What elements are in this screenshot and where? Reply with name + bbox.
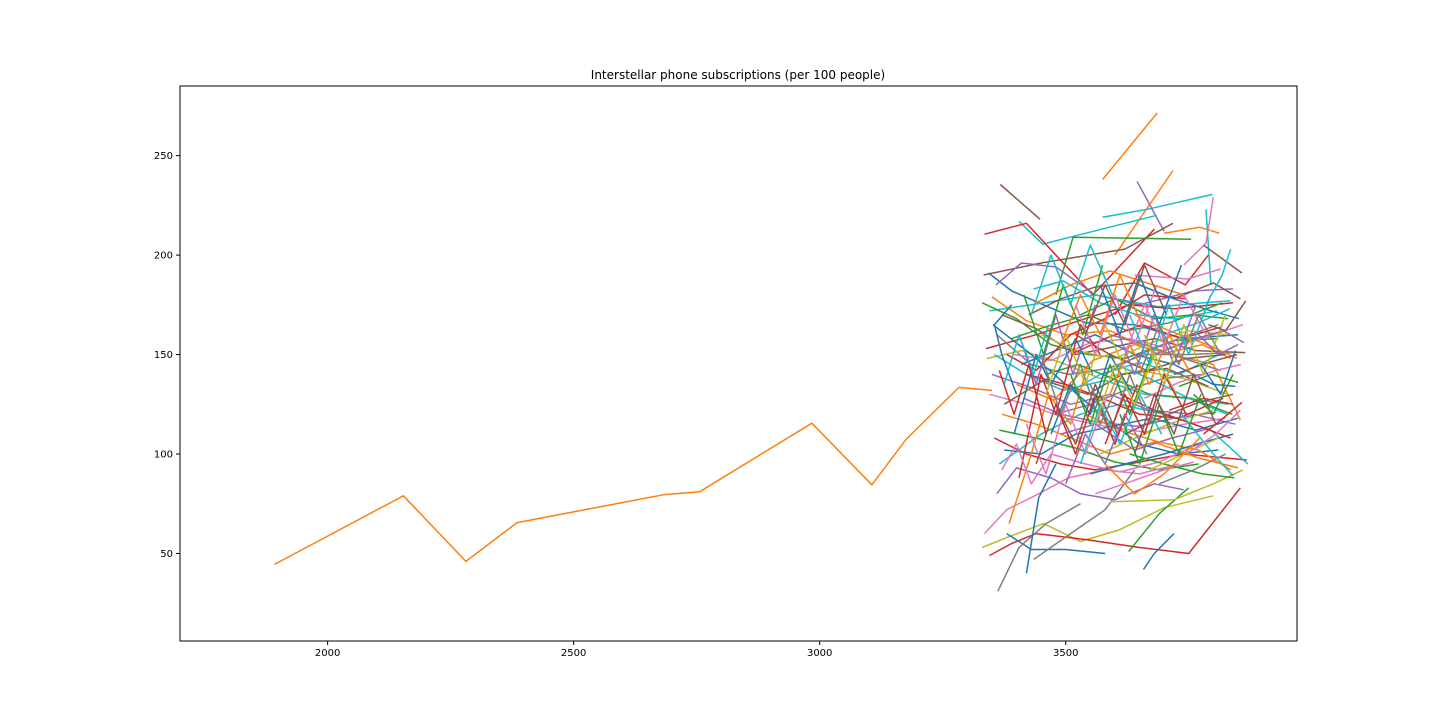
series-line-80 [1154, 329, 1245, 356]
y-tick-label: 200 [154, 251, 173, 262]
y-tick-label: 150 [154, 350, 173, 361]
series-line-119 [998, 363, 1047, 435]
series-line-12 [1163, 226, 1220, 234]
series-line-47 [1011, 302, 1223, 340]
axes-layer: 2000 2500 3000 3500 50 100 150 200 250 [154, 151, 1079, 659]
series-line-6 [1136, 181, 1165, 232]
series-line-107 [1094, 353, 1178, 425]
series-line-11 [1055, 236, 1192, 296]
series-line-67 [1090, 433, 1234, 475]
series-line-105 [1084, 264, 1168, 335]
series-line-21 [991, 296, 1231, 360]
series-line-48 [1013, 323, 1244, 362]
series-line-59 [1050, 443, 1199, 473]
series-line-40 [1033, 469, 1136, 561]
series-line-25 [986, 349, 1229, 396]
series-line-41 [1128, 487, 1190, 552]
y-tick-label: 250 [154, 151, 173, 162]
series-line-75 [1129, 453, 1235, 479]
x-tick-label: 2000 [315, 648, 340, 659]
series-line-3 [1114, 170, 1174, 256]
series-line-54 [1035, 270, 1185, 304]
series-line-64 [1075, 334, 1226, 372]
series-line-13 [983, 222, 1174, 276]
series-line-97 [1045, 323, 1128, 395]
series-line-113 [1124, 294, 1207, 355]
series-line-114 [1129, 294, 1212, 366]
series-line-86 [1180, 413, 1234, 477]
series-line-31 [1001, 413, 1239, 469]
series-line-96 [1040, 354, 1123, 425]
series-line-68 [1095, 461, 1194, 495]
series-line-90 [1008, 364, 1089, 524]
series-line-115 [1133, 373, 1217, 455]
series-line-123 [1193, 374, 1234, 415]
series-line-9 [1183, 197, 1215, 266]
series-line-118 [993, 304, 1018, 395]
series-line-50 [1026, 373, 1224, 419]
series-line-91 [1018, 304, 1097, 386]
y-tick-label: 100 [154, 450, 173, 461]
series-line-98 [1050, 353, 1133, 435]
series-line-36 [989, 487, 1241, 557]
plot-area-frame [179, 85, 1298, 642]
series-line-120 [1001, 443, 1052, 485]
x-tick-label: 3500 [1053, 648, 1078, 659]
x-tick-label: 2500 [561, 648, 586, 659]
series-layer [274, 112, 1249, 592]
series-line-121 [1003, 324, 1050, 385]
series-line-117 [1143, 314, 1227, 386]
series-line-81 [1158, 453, 1226, 485]
series-line-122 [1104, 437, 1201, 495]
series-line-104 [1079, 393, 1163, 465]
y-tick-label: 50 [160, 549, 173, 560]
series-line-53 [1033, 280, 1218, 320]
series-line-7 [1018, 214, 1157, 245]
series-line-94 [1030, 244, 1114, 316]
series-line-28 [989, 393, 1226, 433]
series-line-99 [1055, 384, 1138, 455]
series-line-127 [1205, 248, 1232, 306]
series-line-2 [1102, 112, 1158, 180]
series-line-8 [984, 222, 1155, 296]
series-line-4 [1102, 193, 1213, 219]
series-line-45 [1003, 367, 1209, 405]
series-line-14 [1114, 254, 1209, 316]
series-line-87 [1185, 409, 1241, 455]
series-line-106 [1089, 364, 1173, 435]
series-line-116 [1138, 314, 1222, 375]
series-line-108 [1099, 264, 1183, 336]
series-line-100 [1060, 274, 1143, 345]
series-line-125 [1200, 350, 1237, 396]
series-line-5 [999, 183, 1041, 220]
x-tick-label: 3000 [807, 648, 832, 659]
series-line-74 [1124, 393, 1234, 435]
series-line-35 [981, 495, 1214, 549]
series-line-93 [1025, 394, 1109, 475]
series-line-16 [1203, 244, 1243, 274]
series-line-111 [1114, 304, 1197, 376]
series-line-15 [1134, 268, 1221, 280]
series-line-33 [996, 467, 1184, 501]
series-line-124 [1198, 334, 1239, 356]
series-line-39 [1025, 463, 1057, 574]
series-line-85 [1178, 373, 1239, 388]
series-line-42 [1142, 533, 1175, 570]
series-line-65 [1080, 298, 1229, 320]
series-line-126 [1203, 401, 1243, 435]
series-line-1 [274, 386, 992, 566]
series-line-52 [1028, 282, 1241, 316]
series-line-128 [1208, 300, 1247, 332]
chart-title: Interstellar phone subscriptions (per 10… [591, 68, 885, 82]
series-line-109 [1104, 373, 1187, 445]
series-line-103 [1074, 284, 1158, 356]
series-line-66 [1085, 413, 1231, 471]
